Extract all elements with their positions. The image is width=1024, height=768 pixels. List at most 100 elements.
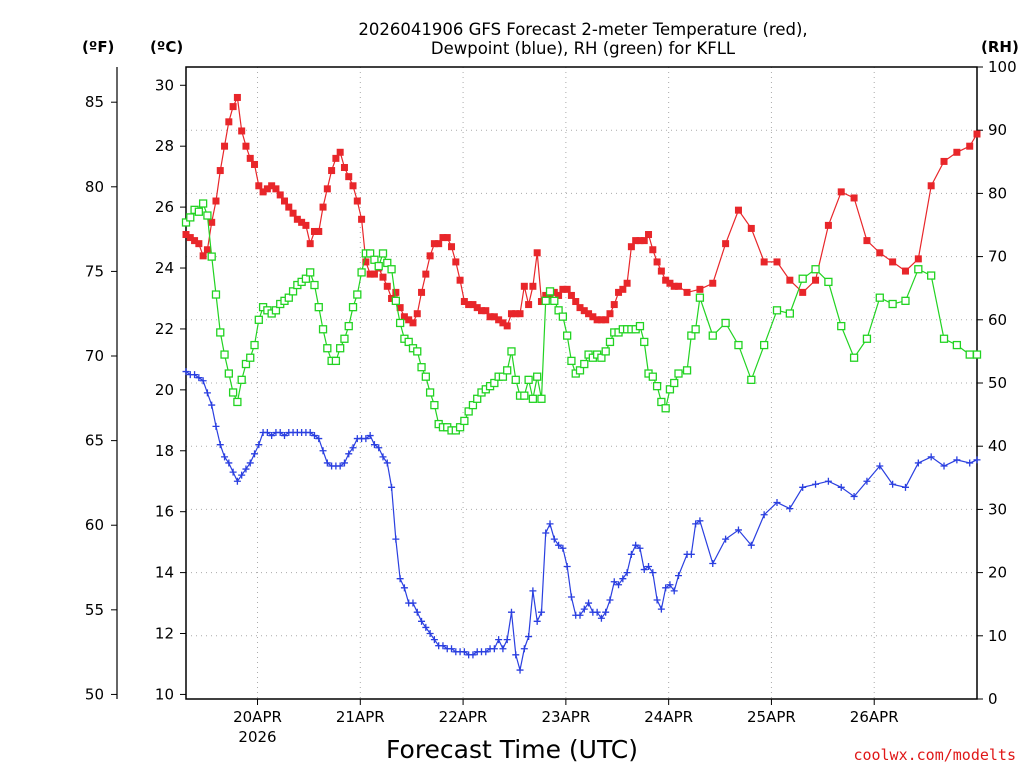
data-point	[246, 459, 254, 467]
data-point	[460, 298, 468, 306]
fahrenheit-tick-label: 60	[85, 516, 104, 534]
data-point	[225, 118, 233, 126]
data-point	[464, 407, 473, 416]
data-point	[246, 154, 254, 162]
rh-tick-label: 40	[988, 437, 1007, 455]
data-point	[216, 328, 225, 337]
data-point	[383, 282, 391, 290]
data-point	[722, 240, 730, 248]
data-point	[221, 142, 229, 150]
data-point	[927, 182, 935, 190]
data-point	[242, 142, 250, 150]
data-point	[418, 288, 426, 296]
data-point	[379, 453, 387, 461]
data-point	[580, 307, 588, 315]
data-point	[199, 377, 207, 385]
data-point	[721, 318, 730, 328]
data-point	[914, 265, 923, 274]
data-point	[259, 188, 267, 196]
data-point	[388, 294, 396, 302]
data-point	[328, 167, 336, 175]
x-tick-label: 22APR	[439, 708, 488, 726]
data-point	[811, 265, 820, 274]
rh-tick-label: 90	[988, 121, 1007, 139]
data-point	[602, 316, 610, 324]
data-point	[657, 267, 665, 275]
data-point	[597, 316, 605, 324]
data-point	[228, 388, 238, 397]
data-point	[271, 306, 281, 315]
data-point	[837, 321, 846, 331]
data-point	[606, 310, 614, 318]
chart-title-line2: Dewpoint (blue), RH (green) for KFLL	[431, 39, 736, 58]
data-point	[456, 276, 464, 284]
data-point	[310, 280, 319, 290]
data-point	[250, 340, 259, 350]
data-point	[191, 237, 199, 245]
data-point	[353, 290, 362, 299]
data-point	[550, 288, 558, 296]
data-point	[772, 306, 782, 315]
data-point	[760, 340, 769, 350]
series-line	[185, 95, 978, 327]
data-point	[606, 596, 614, 604]
data-point	[636, 237, 644, 245]
data-point	[559, 544, 567, 552]
data-point	[580, 359, 589, 369]
data-point	[194, 207, 203, 216]
data-point	[812, 276, 820, 284]
data-point	[533, 249, 541, 257]
data-point	[469, 301, 477, 309]
data-point	[799, 288, 807, 296]
data-point	[233, 93, 241, 101]
series-temperature	[182, 93, 981, 330]
data-point	[529, 587, 537, 595]
fahrenheit-tick-label: 80	[85, 178, 104, 196]
data-point	[370, 270, 378, 278]
data-point	[512, 651, 520, 659]
data-point	[773, 499, 781, 507]
data-point	[383, 459, 391, 467]
data-point	[695, 293, 705, 302]
data-point	[623, 279, 631, 287]
data-point	[572, 298, 580, 306]
data-point	[460, 648, 468, 656]
data-point	[683, 288, 691, 296]
data-point	[348, 303, 358, 312]
data-point	[284, 293, 293, 302]
data-point	[888, 299, 897, 309]
data-point	[563, 285, 571, 293]
data-point	[186, 213, 195, 222]
data-point	[374, 261, 383, 271]
data-point	[225, 459, 233, 467]
data-point	[186, 234, 194, 242]
data-point	[340, 334, 349, 343]
data-point	[657, 397, 666, 407]
data-point	[709, 559, 717, 567]
data-point	[640, 337, 649, 347]
data-point	[238, 471, 246, 479]
series-line	[185, 202, 977, 431]
x-tick-sublabel: 2026	[238, 728, 276, 746]
data-point	[615, 288, 623, 296]
data-point	[251, 450, 259, 458]
data-point	[400, 584, 408, 592]
data-point	[448, 243, 456, 251]
data-point	[670, 378, 679, 388]
data-point	[558, 312, 568, 321]
data-point	[498, 372, 508, 381]
celsius-tick-label: 18	[155, 442, 174, 460]
data-point	[503, 366, 512, 375]
data-point	[966, 142, 974, 150]
data-point	[395, 318, 405, 328]
celsius-tick-label: 12	[155, 625, 174, 643]
data-point	[546, 520, 554, 528]
rh-tick-label: 80	[988, 184, 1007, 202]
data-point	[528, 394, 538, 403]
data-point	[537, 298, 545, 306]
data-point	[340, 459, 348, 467]
data-point	[469, 651, 477, 659]
data-point	[747, 541, 755, 549]
data-point	[379, 273, 387, 281]
data-point	[597, 353, 606, 362]
